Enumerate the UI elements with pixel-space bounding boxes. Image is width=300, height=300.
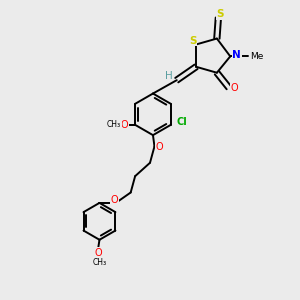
- Text: Cl: Cl: [177, 117, 188, 128]
- Text: S: S: [216, 9, 224, 19]
- Text: N: N: [232, 50, 241, 60]
- Text: CH₃: CH₃: [92, 258, 106, 267]
- Text: O: O: [230, 82, 238, 93]
- Text: Me: Me: [250, 52, 263, 61]
- Text: O: O: [110, 195, 118, 205]
- Text: S: S: [189, 36, 197, 46]
- Text: CH₃: CH₃: [107, 120, 121, 129]
- Text: O: O: [94, 248, 102, 257]
- Text: H: H: [165, 71, 172, 81]
- Text: O: O: [155, 142, 163, 152]
- Text: O: O: [121, 120, 128, 130]
